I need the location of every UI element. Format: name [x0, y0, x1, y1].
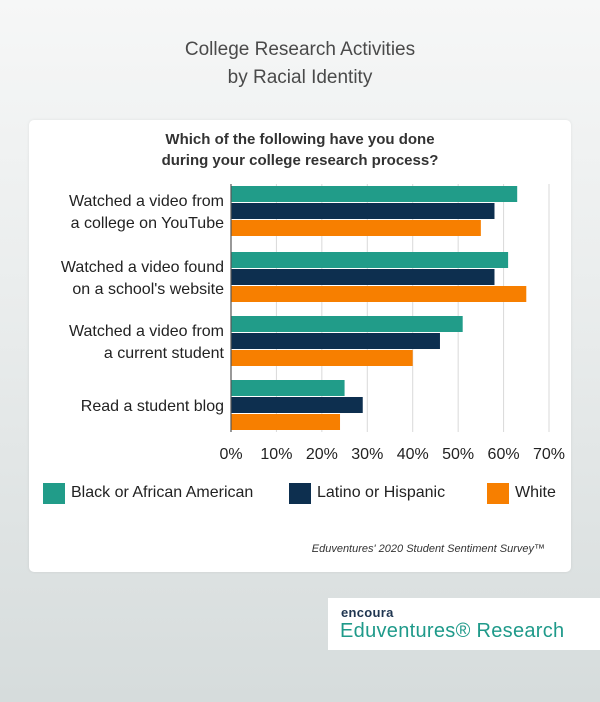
- bar: [231, 186, 518, 202]
- bar: [231, 350, 413, 366]
- legend-swatch: [487, 482, 509, 504]
- x-tick-label: 30%: [351, 446, 383, 463]
- legend-swatch: [43, 482, 65, 504]
- bar: [231, 203, 495, 219]
- legend-label: Latino or Hispanic: [317, 484, 446, 501]
- brand-encoura: encoura: [341, 605, 394, 620]
- x-tick-label: 0%: [219, 446, 242, 463]
- x-tick-label: 60%: [488, 446, 520, 463]
- question-line-2: during your college research process?: [161, 152, 439, 169]
- bar: [231, 269, 495, 285]
- title-line-1: College Research Activities: [184, 39, 416, 60]
- x-tick-label: 40%: [397, 446, 429, 463]
- question-line-1: Which of the following have you done: [165, 131, 435, 148]
- bar-chart: Watched a video from a college on YouTube…: [61, 184, 565, 463]
- legend-swatch: [289, 482, 311, 504]
- source-note: Eduventures' 2020 Student Sentiment Surv…: [311, 543, 545, 555]
- category-label: on a school's website: [72, 281, 224, 298]
- legend-label: Black or African American: [71, 484, 254, 501]
- title-line-2: by Racial Identity: [227, 67, 373, 88]
- chart-legend: Black or African American Latino or Hispa…: [43, 481, 563, 505]
- bar: [231, 333, 440, 349]
- page-title: College Research Activities by Racial Id…: [0, 36, 600, 92]
- category-label: Read a student blog: [81, 398, 224, 415]
- bar: [231, 252, 509, 268]
- legend-item: Black or African American: [43, 481, 253, 505]
- bar: [231, 414, 341, 430]
- x-tick-label: 20%: [306, 446, 338, 463]
- category-label: Watched a video found: [61, 259, 224, 276]
- x-tick-label: 70%: [533, 446, 565, 463]
- bar: [231, 380, 345, 396]
- brand-eduventures: Eduventures® Research: [340, 620, 565, 642]
- legend-item: White: [487, 481, 556, 505]
- x-tick-label: 10%: [260, 446, 292, 463]
- bar: [231, 220, 481, 236]
- category-label: Watched a video from: [69, 193, 224, 210]
- chart-question: Which of the following have you done dur…: [29, 129, 571, 171]
- category-label: a current student: [104, 345, 225, 362]
- bar: [231, 316, 463, 332]
- bar: [231, 286, 527, 302]
- category-label: Watched a video from: [69, 323, 224, 340]
- legend-item: Latino or Hispanic: [289, 481, 445, 505]
- category-label: a college on YouTube: [71, 215, 224, 232]
- chart-card: Which of the following have you done dur…: [29, 120, 571, 572]
- bar: [231, 397, 363, 413]
- legend-label: White: [515, 484, 556, 501]
- x-tick-label: 50%: [442, 446, 474, 463]
- brand-logo: encoura Eduventures® Research: [328, 598, 600, 650]
